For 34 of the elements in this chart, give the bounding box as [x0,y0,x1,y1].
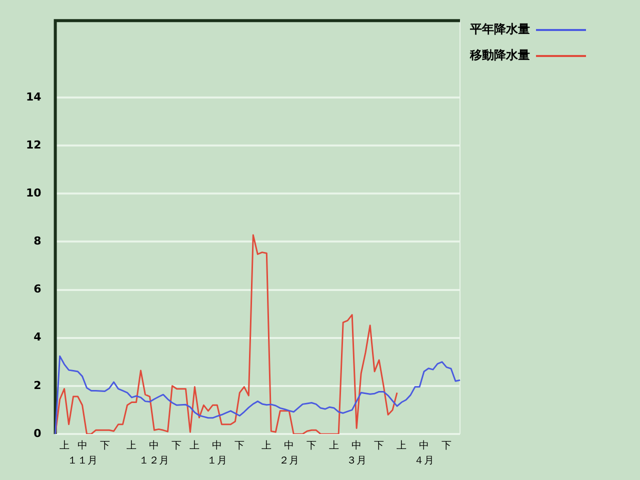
text: １１月 [67,456,98,467]
y-tick-label: 2 [34,378,42,392]
text: ２月 [279,456,300,467]
x-tick-label: 中 [284,440,294,452]
x-tick-label: 上 [329,440,340,452]
y-tick-label: 10 [26,186,42,200]
x-tick-label: 中 [77,440,88,452]
x-tick-label: 上 [396,440,407,452]
x-tick-label: 上 [190,440,200,452]
x-tick-label: 中 [352,440,362,452]
x-tick-label: 上 [59,440,70,452]
y-tick-label: 4 [34,330,42,344]
y-tick-label: 14 [26,90,42,104]
legend-label: 移動降水量 [469,48,530,62]
x-tick-label: 下 [100,440,110,452]
text: ３月 [346,456,367,467]
x-tick-label: 中 [212,440,222,452]
x-tick-label: 下 [306,440,317,452]
y-tick-label: 12 [26,138,42,152]
y-tick-label: 8 [34,234,42,248]
text: １２月 [139,456,170,467]
x-tick-label: 下 [442,440,452,452]
x-tick-label: 下 [374,440,384,452]
text: １月 [207,456,228,467]
y-tick-label: 6 [34,282,42,296]
text: ４月 [414,456,434,467]
x-tick-label: 中 [149,440,160,452]
x-tick-label: 上 [126,440,137,452]
x-tick-label: 中 [419,440,430,452]
legend-label: 平年降水量 [469,22,530,36]
x-tick-label: 下 [234,440,245,452]
x-tick-label: 下 [172,440,182,452]
x-tick-label: 上 [262,440,272,452]
y-tick-label: 0 [34,426,42,440]
